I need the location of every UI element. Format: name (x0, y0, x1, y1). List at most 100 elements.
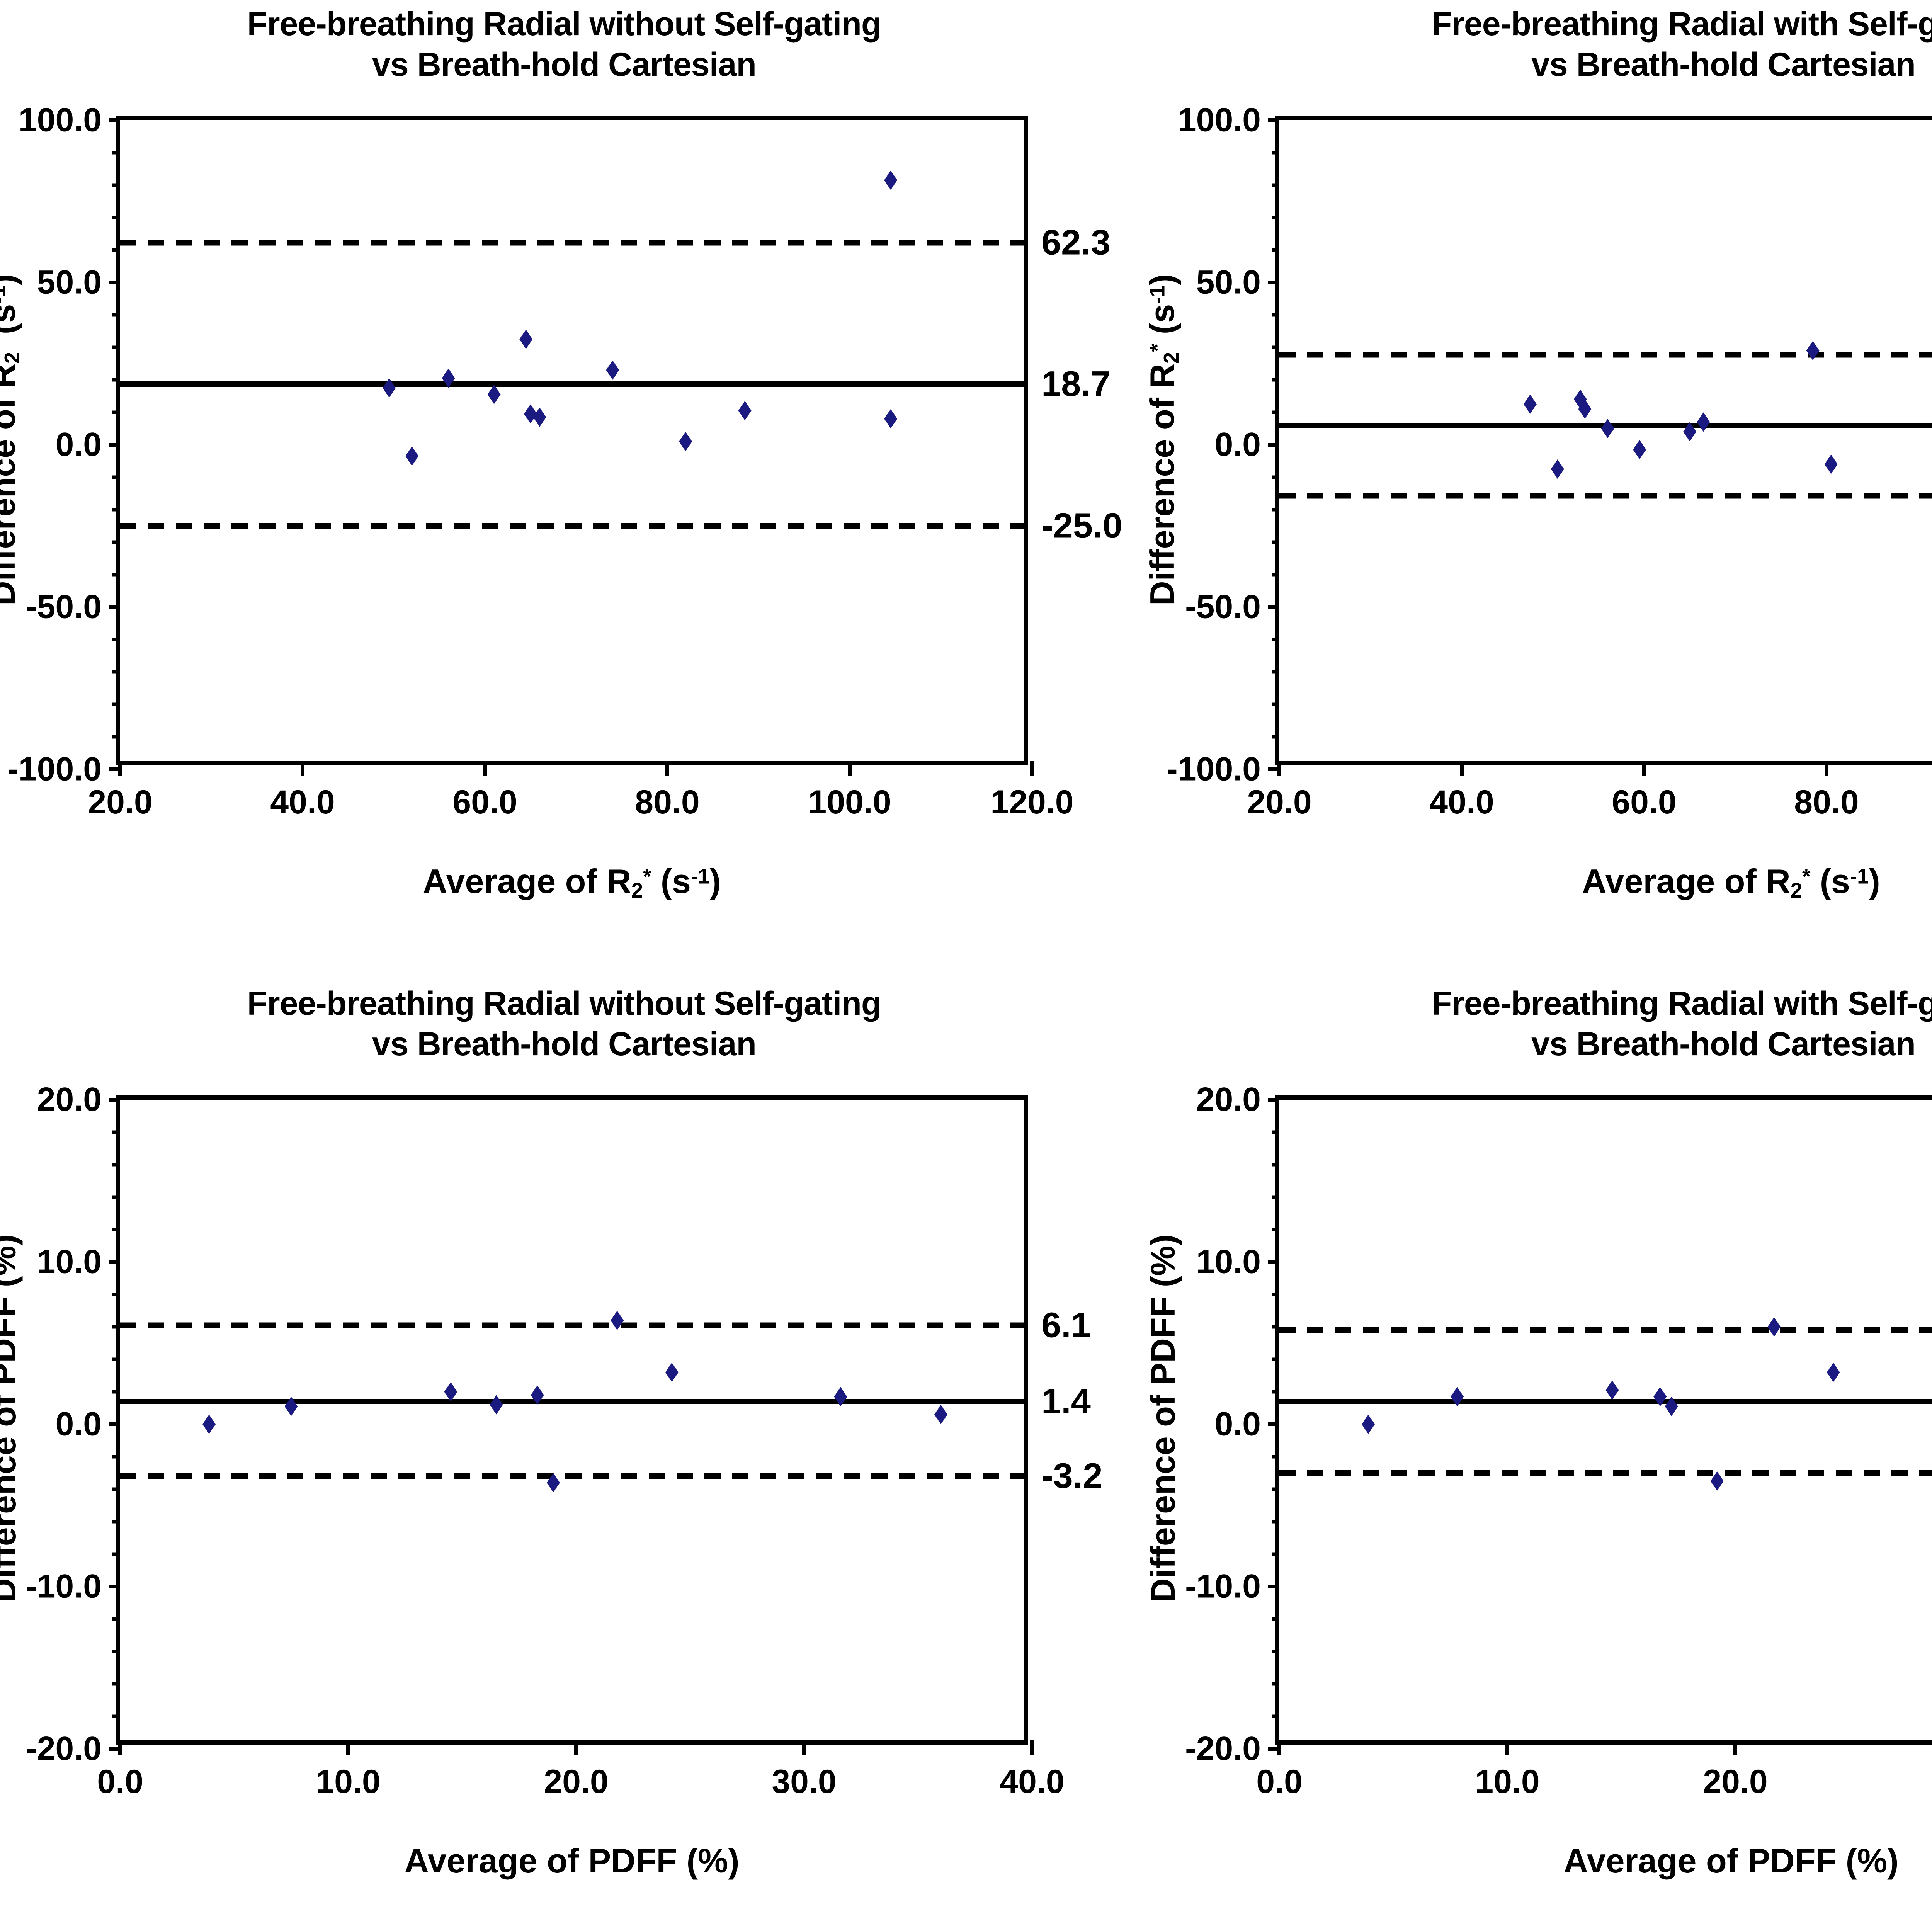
x-axis-tick-label: 100.0 (808, 784, 891, 821)
upper-limit-of-agreement-line (120, 1322, 1024, 1328)
y-axis-minor-tick (112, 1163, 120, 1167)
x-axis-tick-label: 0.0 (97, 1763, 143, 1800)
data-point-marker (934, 1405, 947, 1424)
upper-limit-of-agreement-line (1279, 352, 1932, 358)
data-point-marker (665, 1362, 679, 1382)
y-axis-minor-tick (112, 1455, 120, 1459)
y-axis-tick-label: -50.0 (26, 588, 102, 626)
y-axis-tick-label: 100.0 (18, 101, 102, 139)
x-axis-major-tick (483, 761, 487, 776)
y-axis-tick-label: -10.0 (1185, 1568, 1261, 1605)
y-axis-minor-tick (112, 216, 120, 219)
y-axis-major-tick (1268, 605, 1279, 609)
data-point-marker (738, 401, 752, 420)
x-axis-tick-label: 40.0 (270, 784, 335, 821)
panel-r2star-with-selfgating: Free-breathing Radial with Self-gating v… (1143, 0, 1932, 980)
data-point-marker (524, 404, 537, 424)
data-point-marker (1601, 419, 1614, 438)
upper-loa-annotation: 62.3 (1041, 223, 1111, 262)
y-axis-minor-tick (112, 313, 120, 317)
x-axis-tick-label: 30.0 (772, 1763, 837, 1800)
x-axis-tick-label: 60.0 (1612, 784, 1677, 821)
lower-limit-of-agreement-line (120, 1473, 1024, 1479)
y-axis-minor-tick (112, 1617, 120, 1621)
y-axis-minor-tick (1272, 702, 1279, 706)
x-axis-major-tick (1277, 1740, 1281, 1755)
y-axis-minor-tick (1272, 345, 1279, 349)
y-axis-tick-label: 100.0 (1177, 101, 1261, 139)
y-axis-minor-tick (1272, 216, 1279, 219)
y-axis-minor-tick (1272, 508, 1279, 512)
x-axis-tick-label: 80.0 (635, 784, 700, 821)
y-axis-minor-tick (112, 573, 120, 577)
y-axis-minor-tick (112, 378, 120, 382)
y-axis-tick-label: -20.0 (26, 1730, 102, 1767)
y-axis-minor-tick (1272, 1455, 1279, 1459)
mean-bias-line (120, 381, 1024, 387)
y-axis-label: Difference of PDFF (%) (0, 1234, 23, 1603)
y-axis-minor-tick (112, 410, 120, 414)
x-axis-tick-label: 40.0 (1000, 1763, 1065, 1800)
x-axis-tick-label: 60.0 (452, 784, 517, 821)
x-axis-major-tick (1030, 1740, 1034, 1755)
data-point-marker (1824, 454, 1838, 474)
y-axis-minor-tick (1272, 1130, 1279, 1134)
y-axis-minor-tick (112, 1195, 120, 1199)
x-axis-major-tick (802, 1740, 806, 1755)
y-axis-tick-label: 10.0 (1196, 1243, 1261, 1281)
data-point-marker (606, 360, 619, 380)
y-axis-minor-tick (1272, 248, 1279, 252)
y-axis-major-tick (109, 443, 120, 447)
y-axis-tick-label: -100.0 (7, 750, 102, 788)
lower-limit-of-agreement-line (1279, 1470, 1932, 1476)
y-axis-minor-tick (1272, 1682, 1279, 1686)
data-point-marker (490, 1395, 503, 1415)
plot-inner (120, 1100, 1024, 1740)
x-axis-tick-label: 80.0 (1794, 784, 1859, 821)
x-axis-major-tick (346, 1740, 350, 1755)
y-axis-minor-tick (112, 1487, 120, 1491)
y-axis-minor-tick (112, 1228, 120, 1231)
y-axis-minor-tick (1272, 410, 1279, 414)
y-axis-minor-tick (112, 248, 120, 252)
y-axis-major-tick (109, 767, 120, 771)
chart-title: Free-breathing Radial without Self-gatin… (247, 985, 882, 1063)
x-axis-tick-label: 30.0 (1931, 1763, 1932, 1801)
y-axis-minor-tick (112, 1520, 120, 1524)
y-axis-major-tick (1268, 767, 1279, 771)
mean-bias-annotation: 1.4 (1041, 1381, 1091, 1421)
x-axis-major-tick (1460, 761, 1464, 776)
chart-title: Free-breathing Radial with Self-gating v… (1431, 985, 1932, 1063)
data-point-marker (884, 170, 898, 190)
y-axis-major-tick (1268, 1422, 1279, 1426)
panel-pdff-without-selfgating: Free-breathing Radial without Self-gatin… (0, 980, 1159, 1932)
y-axis-minor-tick (1272, 1487, 1279, 1491)
y-axis-minor-tick (112, 670, 120, 674)
y-axis-major-tick (109, 1585, 120, 1588)
data-point-marker (519, 330, 533, 349)
data-point-marker (884, 409, 898, 429)
x-axis-tick-label: 20.0 (88, 784, 153, 821)
y-axis-minor-tick (112, 1682, 120, 1686)
y-axis-minor-tick (1272, 1714, 1279, 1718)
y-axis-minor-tick (112, 1293, 120, 1296)
y-axis-minor-tick (1272, 540, 1279, 544)
data-point-marker (405, 446, 419, 466)
chart-title: Free-breathing Radial with Self-gating v… (1431, 5, 1932, 83)
x-axis-label: Average of PDFF (%) (404, 1842, 740, 1880)
y-axis-tick-label: 0.0 (55, 426, 102, 463)
x-axis-major-tick (574, 1740, 578, 1755)
y-axis-major-tick (1268, 1098, 1279, 1102)
y-axis-major-tick (109, 605, 120, 609)
y-axis-minor-tick (112, 540, 120, 544)
y-axis-minor-tick (112, 151, 120, 155)
panel-pdff-with-selfgating: Free-breathing Radial with Self-gating v… (1144, 980, 1932, 1932)
y-axis-minor-tick (112, 638, 120, 641)
data-point-marker (202, 1415, 216, 1434)
y-axis-minor-tick (1272, 1617, 1279, 1621)
y-axis-tick-label: 50.0 (1196, 264, 1261, 301)
y-axis-minor-tick (1272, 1325, 1279, 1329)
x-axis-major-tick (1505, 1740, 1509, 1755)
lower-limit-of-agreement-line (1279, 493, 1932, 499)
